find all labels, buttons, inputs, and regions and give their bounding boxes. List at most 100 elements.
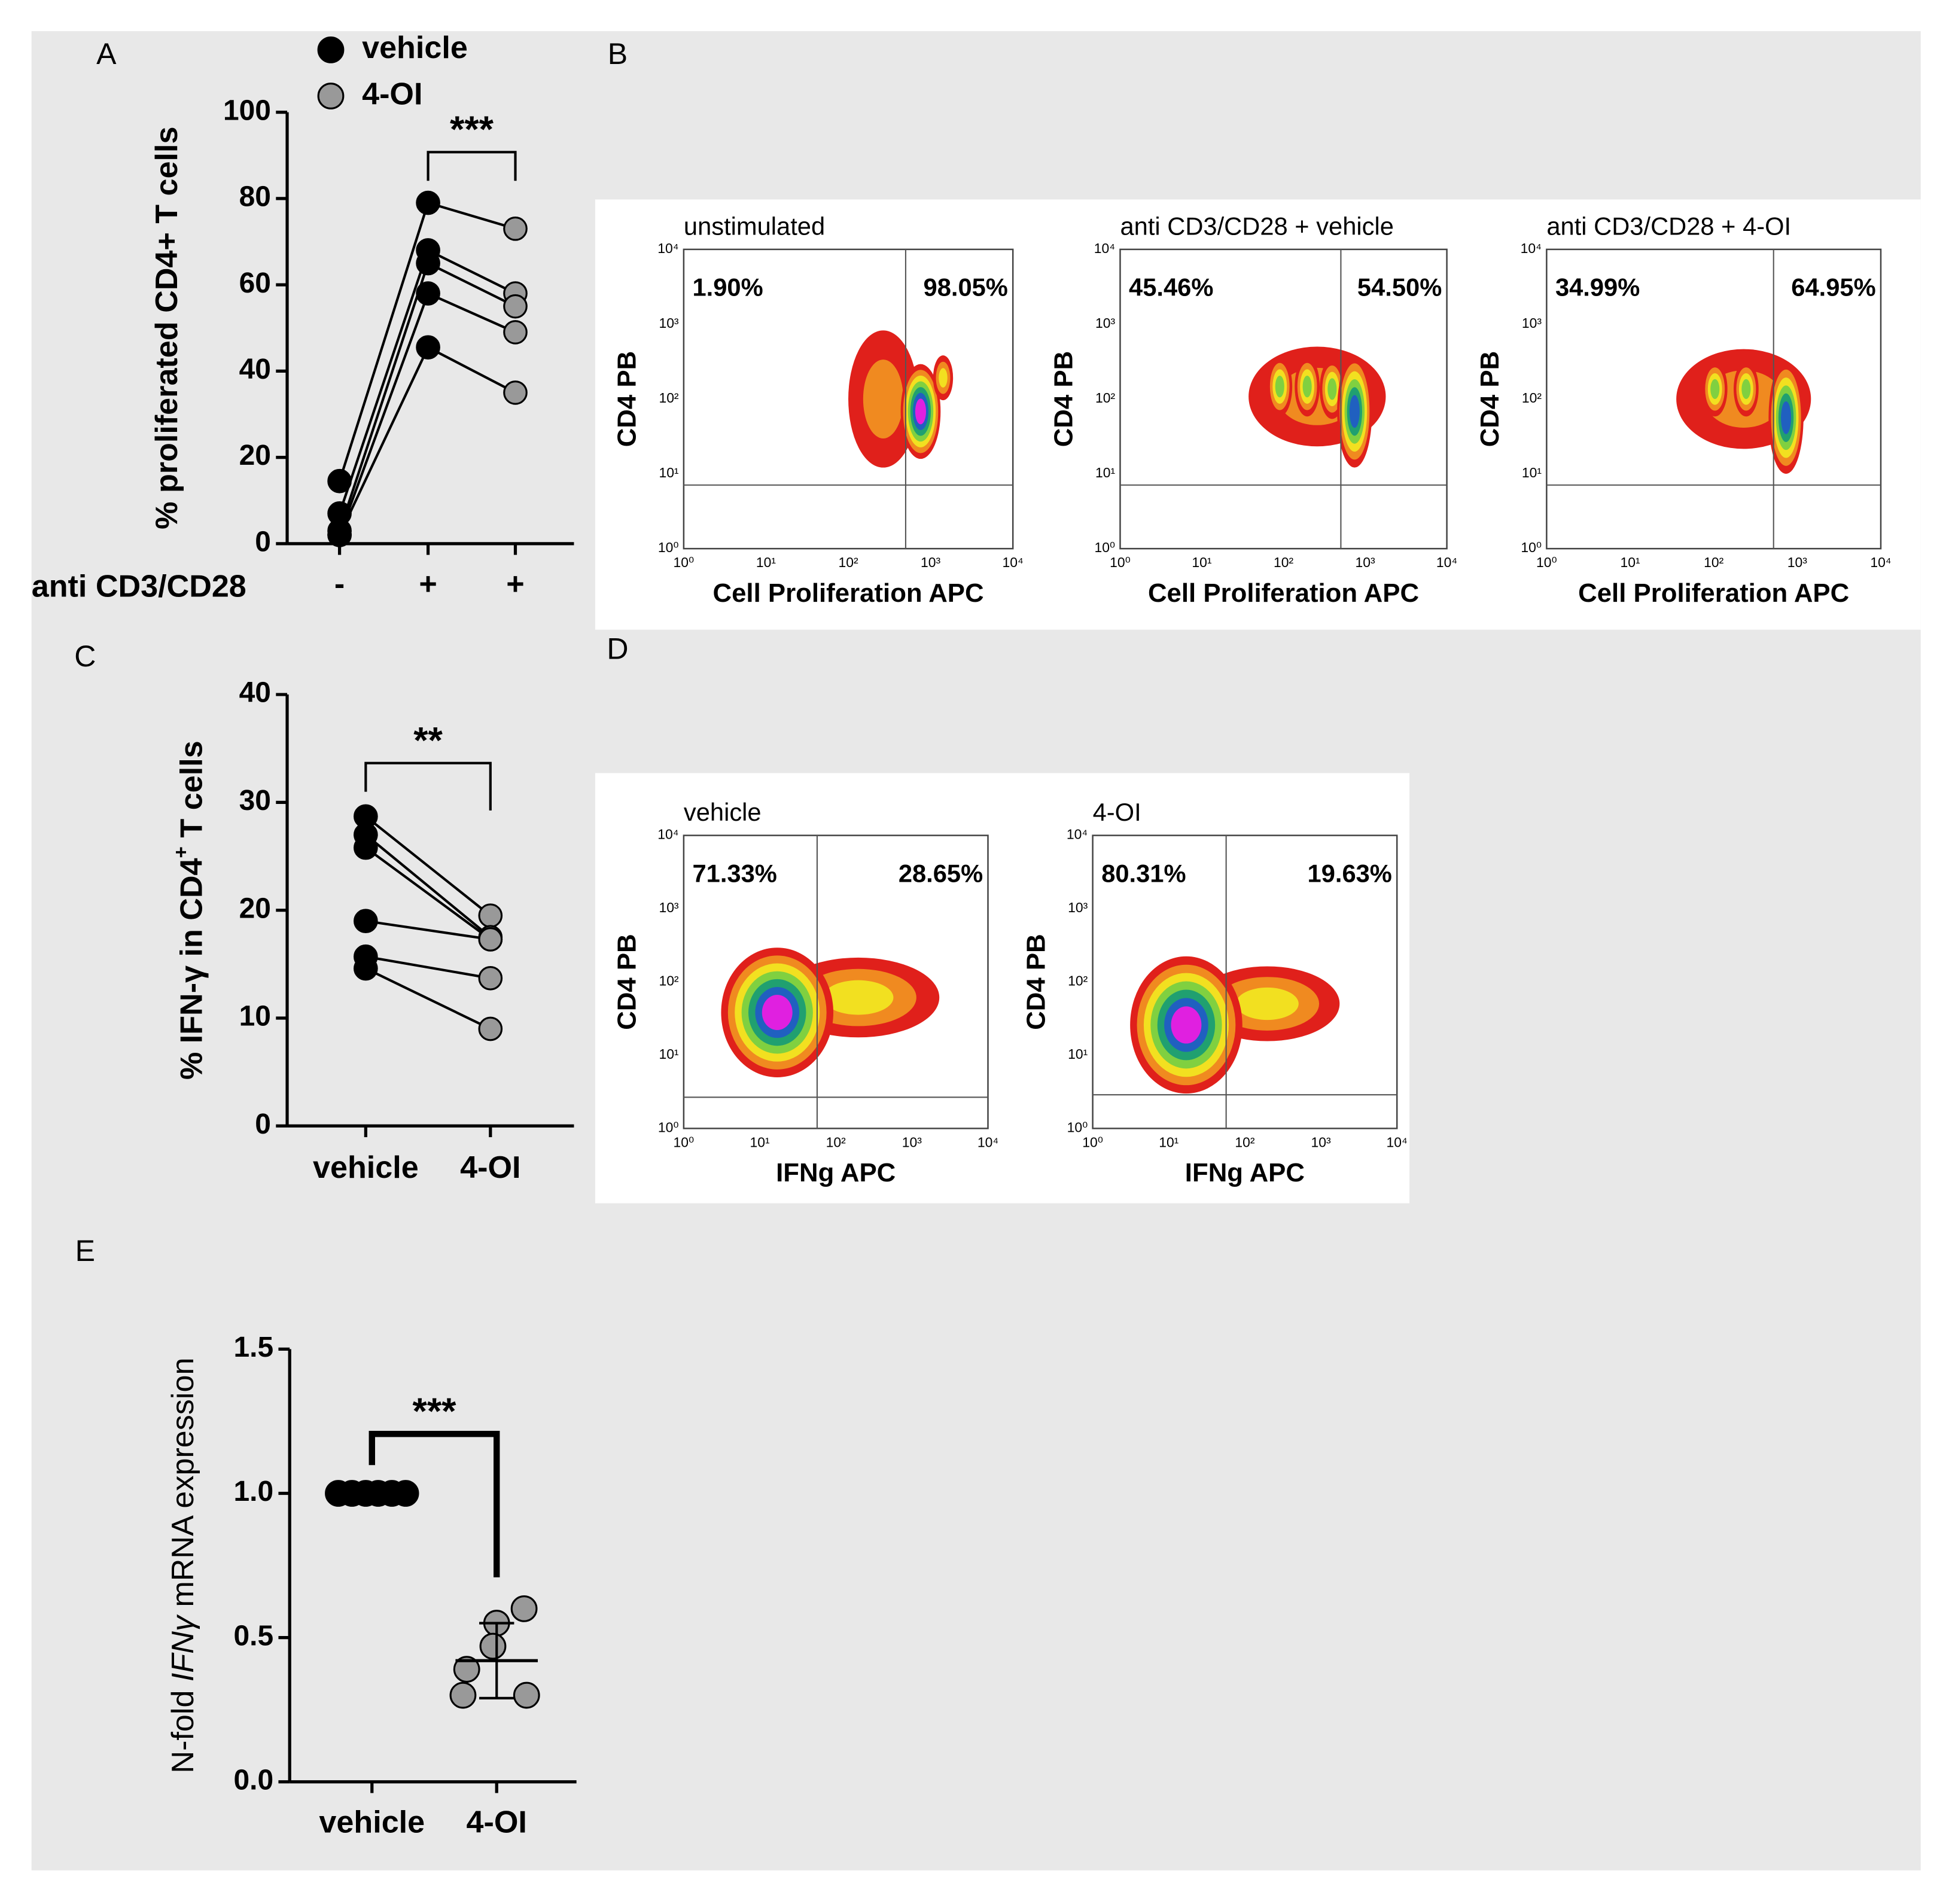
plot-title: 4-OI — [1093, 798, 1141, 826]
pair-line — [338, 202, 430, 482]
y-axis-label: % proliferated CD4+ T cells — [150, 127, 184, 529]
pair-line — [366, 919, 491, 941]
data-point — [503, 217, 528, 241]
x-tick-label: 10¹ — [1620, 555, 1640, 570]
y-tick-label: 10² — [659, 973, 678, 989]
pair-line — [338, 249, 430, 514]
percent-right: 54.50% — [1357, 273, 1442, 301]
x-tick-label: 10³ — [921, 555, 940, 570]
x-tick-label: 4-OI — [467, 1805, 527, 1839]
plot-frame — [1092, 834, 1398, 1129]
y-tick-label: 0 — [255, 1108, 271, 1140]
data-point — [327, 523, 352, 547]
y-tick-label: 10⁰ — [658, 540, 679, 555]
data-point — [453, 1656, 480, 1683]
y-tick-label: 10¹ — [659, 1046, 678, 1062]
x-tick-label: 10³ — [1787, 555, 1807, 570]
legend-marker — [317, 83, 345, 109]
percent-right: 19.63% — [1308, 859, 1392, 887]
x-tick-label: 10⁴ — [1387, 1135, 1408, 1150]
x-axis-label: Cell Proliferation APC — [1148, 578, 1419, 608]
percent-right: 64.95% — [1791, 273, 1875, 301]
y-tick-label: 10⁴ — [657, 240, 678, 256]
pair-line — [338, 293, 430, 536]
y-tick-label: 10² — [1068, 973, 1088, 989]
y-tick-label: 20 — [239, 440, 271, 471]
legend-marker — [317, 36, 345, 63]
percent-left: 34.99% — [1555, 273, 1640, 301]
plot-title: anti CD3/CD28 + 4-OI — [1546, 212, 1791, 240]
panel-label: C — [74, 639, 96, 673]
pair-line — [427, 249, 516, 295]
y-axis-label: N-fold IFNγ mRNA expression — [166, 1358, 200, 1774]
y-tick-label: 10⁰ — [1521, 540, 1542, 555]
significance-bracket — [364, 761, 492, 811]
density-blob — [762, 995, 793, 1031]
pair-line — [365, 846, 492, 941]
x-tick-label: 10⁰ — [674, 555, 695, 570]
x-tick-label: 10⁰ — [674, 1135, 695, 1150]
plot-title: unstimulated — [684, 212, 825, 240]
x-tick-label: 10¹ — [756, 555, 776, 570]
y-tick-label: 1.0 — [233, 1476, 273, 1507]
x-tick-label: 10⁴ — [1870, 555, 1891, 570]
data-point — [503, 320, 528, 345]
y-tick-label: 100 — [223, 95, 271, 126]
data-point — [510, 1595, 538, 1622]
x-tick-label: 10¹ — [1159, 1135, 1178, 1150]
pair-line — [338, 346, 430, 536]
density-blob — [1236, 987, 1299, 1020]
pair-line — [427, 346, 516, 394]
plot-frame — [1546, 248, 1882, 550]
pair-line — [427, 262, 516, 308]
y-tick-label: 0.0 — [233, 1764, 273, 1796]
percent-left: 1.90% — [692, 273, 763, 301]
pair-line — [365, 833, 492, 939]
panel-label: A — [96, 37, 117, 71]
data-point — [478, 927, 503, 952]
error-bar — [479, 1622, 514, 1699]
y-axis-label-part: + — [170, 846, 193, 858]
x-tick-label: 10² — [826, 1135, 846, 1150]
significance-bracket — [427, 151, 517, 181]
y-tick-label: 10¹ — [1068, 1046, 1088, 1062]
y-tick-label: 1.5 — [233, 1332, 273, 1363]
legend-label: vehicle — [362, 31, 468, 65]
data-point — [416, 190, 440, 215]
data-point — [327, 468, 352, 493]
x-tick-label: 10² — [1274, 555, 1293, 570]
x-tick-label: vehicle — [313, 1150, 419, 1185]
y-axis-label: CD4 PB — [1021, 934, 1050, 1030]
x-tick-label: 10¹ — [1192, 555, 1211, 570]
y-tick-label: 10⁰ — [658, 1120, 679, 1135]
data-point — [449, 1681, 477, 1709]
y-axis-label: CD4 PB — [613, 351, 642, 447]
y-tick-label: 40 — [239, 354, 271, 385]
y-tick-label: 60 — [239, 267, 271, 299]
significance-label: *** — [413, 1390, 457, 1432]
y-tick-label: 10¹ — [659, 465, 678, 480]
y-axis-label-part: N-fold — [166, 1681, 200, 1773]
plot-frame — [683, 834, 989, 1129]
x-tick-label: vehicle — [319, 1805, 425, 1839]
x-tick-label: 10² — [1704, 555, 1723, 570]
data-point — [478, 1016, 503, 1041]
y-tick-label: 40 — [239, 677, 271, 709]
y-axis-label-part: IFNγ — [166, 1614, 200, 1681]
y-tick-label: 10² — [1522, 390, 1542, 406]
y-tick-label: 10¹ — [1095, 465, 1115, 480]
data-point — [354, 909, 378, 934]
x-tick-label: 10⁴ — [1003, 555, 1024, 570]
y-tick-label: 10⁰ — [1067, 1120, 1088, 1135]
data-point — [479, 1632, 507, 1660]
percent-right: 28.65% — [899, 859, 983, 887]
y-tick-label: 20 — [239, 892, 271, 924]
density-blob — [1781, 401, 1792, 434]
x-axis-label: anti CD3/CD28 — [32, 569, 246, 604]
x-tick-label: 10⁰ — [1536, 555, 1557, 570]
y-tick-label: 10⁴ — [657, 827, 678, 842]
y-tick-label: 10¹ — [1522, 465, 1542, 480]
y-tick-label: 30 — [239, 785, 271, 817]
